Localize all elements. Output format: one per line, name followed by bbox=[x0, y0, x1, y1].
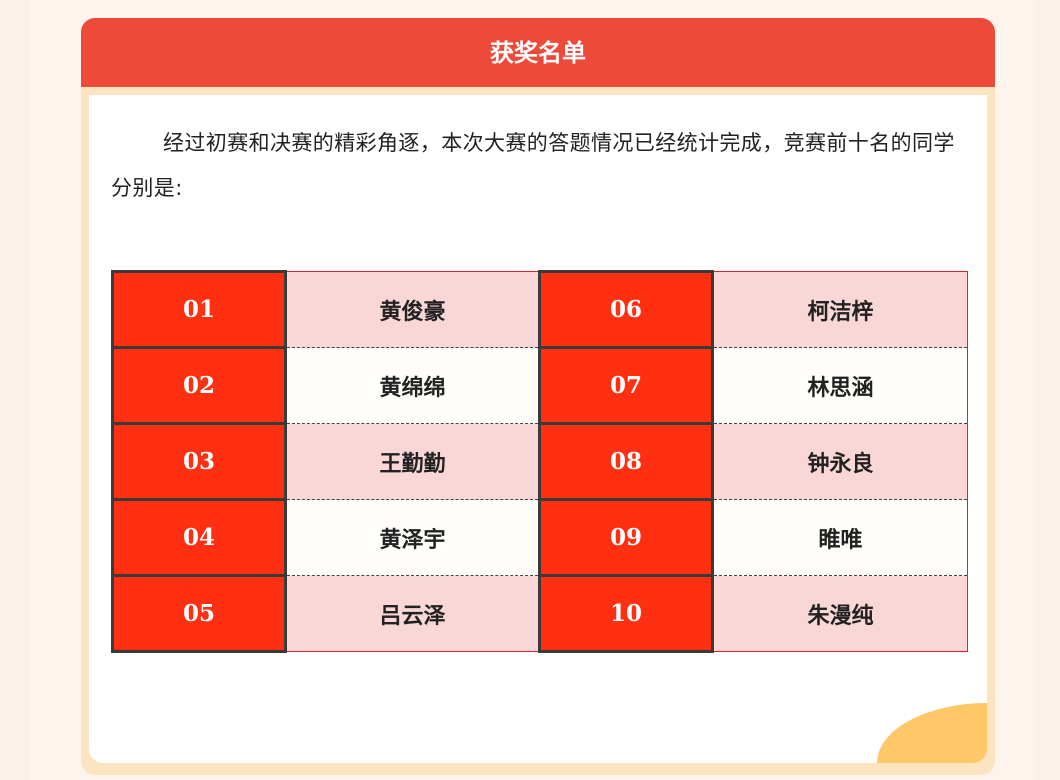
table-row: 01 黄俊豪 06 柯洁梓 bbox=[111, 270, 968, 349]
page-curl-decoration bbox=[877, 703, 987, 763]
intro-text: 经过初赛和决赛的精彩角逐，本次大赛的答题情况已经统计完成，竞赛前十名的同学分别是… bbox=[111, 131, 955, 200]
rank-cell: 07 bbox=[538, 346, 714, 425]
award-card: 获奖名单 经过初赛和决赛的精彩角逐，本次大赛的答题情况已经统计完成，竞赛前十名的… bbox=[81, 18, 995, 775]
student-name-cell: 吕云泽 bbox=[285, 575, 540, 652]
rank-cell: 03 bbox=[111, 422, 287, 501]
student-name-cell: 林思涵 bbox=[712, 347, 968, 424]
rank-cell: 01 bbox=[111, 270, 287, 349]
table-row: 03 王勤勤 08 钟永良 bbox=[111, 422, 968, 501]
student-name-cell: 王勤勤 bbox=[285, 423, 540, 500]
rank-cell: 02 bbox=[111, 346, 287, 425]
rank-cell: 04 bbox=[111, 498, 287, 577]
student-name-cell: 柯洁梓 bbox=[712, 271, 968, 348]
table-row: 05 吕云泽 10 朱漫纯 bbox=[111, 574, 968, 653]
student-name-cell: 朱漫纯 bbox=[712, 575, 968, 652]
rank-cell: 08 bbox=[538, 422, 714, 501]
rank-cell: 06 bbox=[538, 270, 714, 349]
card-title: 获奖名单 bbox=[81, 18, 995, 87]
rank-cell: 05 bbox=[111, 574, 287, 653]
student-name-cell: 黄俊豪 bbox=[285, 271, 540, 348]
table-row: 04 黄泽宇 09 睢唯 bbox=[111, 498, 968, 577]
card-body: 经过初赛和决赛的精彩角逐，本次大赛的答题情况已经统计完成，竞赛前十名的同学分别是… bbox=[89, 95, 987, 763]
student-name-cell: 睢唯 bbox=[712, 499, 968, 576]
rank-cell: 10 bbox=[538, 574, 714, 653]
table-row: 02 黄绵绵 07 林思涵 bbox=[111, 346, 968, 425]
student-name-cell: 黄绵绵 bbox=[285, 347, 540, 424]
winners-table: 01 黄俊豪 06 柯洁梓 02 黄绵绵 07 林思涵 03 王勤勤 08 钟永良 04 黄泽宇 09 睢唯 0… bbox=[111, 270, 968, 653]
student-name-cell: 黄泽宇 bbox=[285, 499, 540, 576]
student-name-cell: 钟永良 bbox=[712, 423, 968, 500]
rank-cell: 09 bbox=[538, 498, 714, 577]
